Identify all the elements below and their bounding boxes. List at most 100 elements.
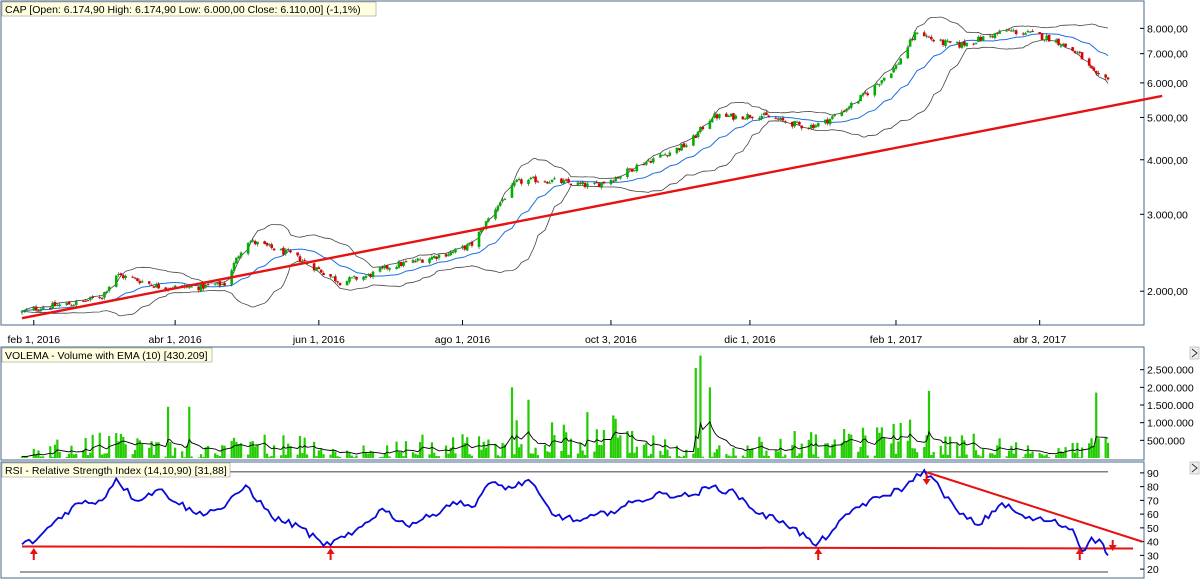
volume-bar xyxy=(748,449,752,458)
volume-bar xyxy=(696,447,700,458)
candle-down xyxy=(322,273,325,276)
candle-down xyxy=(272,248,276,251)
candle-down xyxy=(289,250,292,253)
candle-up xyxy=(746,114,749,120)
volume-bar xyxy=(1038,452,1041,458)
candle-up xyxy=(378,267,382,272)
volume-bar xyxy=(466,437,469,458)
volume-bar xyxy=(1012,453,1015,458)
candle-up xyxy=(831,116,834,119)
candle-down xyxy=(399,262,403,266)
volume-bar xyxy=(1043,455,1046,458)
candle-up xyxy=(793,121,796,127)
candle-down xyxy=(164,287,168,290)
volume-bar xyxy=(727,455,730,458)
candle-down xyxy=(338,282,342,286)
candle-up xyxy=(960,42,964,48)
candle-up xyxy=(484,221,488,229)
candle-down xyxy=(355,276,358,280)
candle-up xyxy=(515,179,519,182)
volume-bar xyxy=(32,448,35,458)
volume-bar xyxy=(362,445,365,458)
volume-bar xyxy=(204,447,207,458)
volume-bar xyxy=(751,448,754,458)
volume-panel-toggle-icon[interactable] xyxy=(1189,346,1200,360)
volume-bar xyxy=(1059,451,1062,458)
candle-up xyxy=(465,244,469,251)
sell-signal-arrow-icon xyxy=(922,474,931,485)
volume-bar xyxy=(124,444,127,458)
volume-bar xyxy=(843,429,846,458)
candle-up xyxy=(859,95,862,102)
volume-bar xyxy=(378,457,382,458)
candle-down xyxy=(1040,33,1044,40)
volume-bar xyxy=(214,453,217,458)
candle-down xyxy=(37,310,40,312)
price-tick-label: 3.000,00 xyxy=(1147,209,1188,221)
candle-down xyxy=(470,241,474,246)
volume-bar xyxy=(395,441,398,458)
volume-bar xyxy=(174,447,177,458)
volume-bar xyxy=(941,454,945,458)
volume-bar xyxy=(616,437,620,458)
candle-up xyxy=(51,302,54,309)
volume-bar xyxy=(1076,442,1079,458)
candle-down xyxy=(253,241,257,245)
candle-up xyxy=(1005,30,1009,32)
candle-down xyxy=(649,161,653,163)
candle-down xyxy=(1014,30,1018,35)
volume-bar xyxy=(1040,454,1044,458)
volume-header: VOLEMA - Volume with EMA (10) [430.209] xyxy=(5,350,208,362)
candle-up xyxy=(58,304,61,307)
volume-bar xyxy=(433,452,436,458)
candle-down xyxy=(152,286,156,288)
candle-down xyxy=(1106,77,1110,80)
volume-bar xyxy=(388,456,391,458)
rsi-panel-toggle-icon[interactable] xyxy=(1189,461,1200,475)
volume-ema-path xyxy=(22,420,1109,457)
volume-bar xyxy=(800,443,803,458)
candle-up xyxy=(626,168,629,178)
volume-bar xyxy=(930,454,933,458)
candle-up xyxy=(809,124,813,129)
volume-bar xyxy=(416,454,419,458)
candle-up xyxy=(348,277,351,282)
volume-bar xyxy=(289,445,292,458)
volume-bar xyxy=(499,456,502,458)
date-axis: feb 1, 2016 abr 1, 2016 jun 1, 2016 ago 1, … xyxy=(8,320,1066,346)
volume-bar xyxy=(744,456,747,458)
volume-bar xyxy=(320,449,323,458)
volume-bar xyxy=(421,434,424,458)
candle-down xyxy=(206,283,210,285)
volume-bar xyxy=(428,454,431,458)
candle-up xyxy=(845,109,848,112)
candle-up xyxy=(315,267,318,271)
volume-bar xyxy=(447,453,450,458)
candle-down xyxy=(303,259,306,262)
volume-bar xyxy=(972,433,975,458)
candle-down xyxy=(91,297,94,299)
volume-bar xyxy=(331,448,335,458)
volume-tick-label: 2.000.000 xyxy=(1147,382,1194,394)
volume-bar xyxy=(117,441,120,458)
candle-up xyxy=(1012,30,1016,32)
volume-bar xyxy=(579,442,582,458)
candle-up xyxy=(946,40,950,42)
candle-down xyxy=(842,110,846,112)
volume-bar xyxy=(619,435,622,458)
volume-bar xyxy=(812,454,815,458)
volume-bar xyxy=(49,446,52,458)
volume-bar xyxy=(562,424,565,458)
candle-down xyxy=(732,113,735,120)
volume-bar xyxy=(781,456,785,458)
date-tick-label: abr 1, 2016 xyxy=(149,334,202,346)
candle-up xyxy=(727,115,731,117)
candle-up xyxy=(117,274,120,276)
candle-up xyxy=(154,283,158,288)
candle-up xyxy=(1028,31,1032,33)
volume-bar xyxy=(897,441,900,458)
volume-bar xyxy=(1090,438,1093,458)
candle-up xyxy=(699,126,702,132)
candle-down xyxy=(536,181,540,183)
